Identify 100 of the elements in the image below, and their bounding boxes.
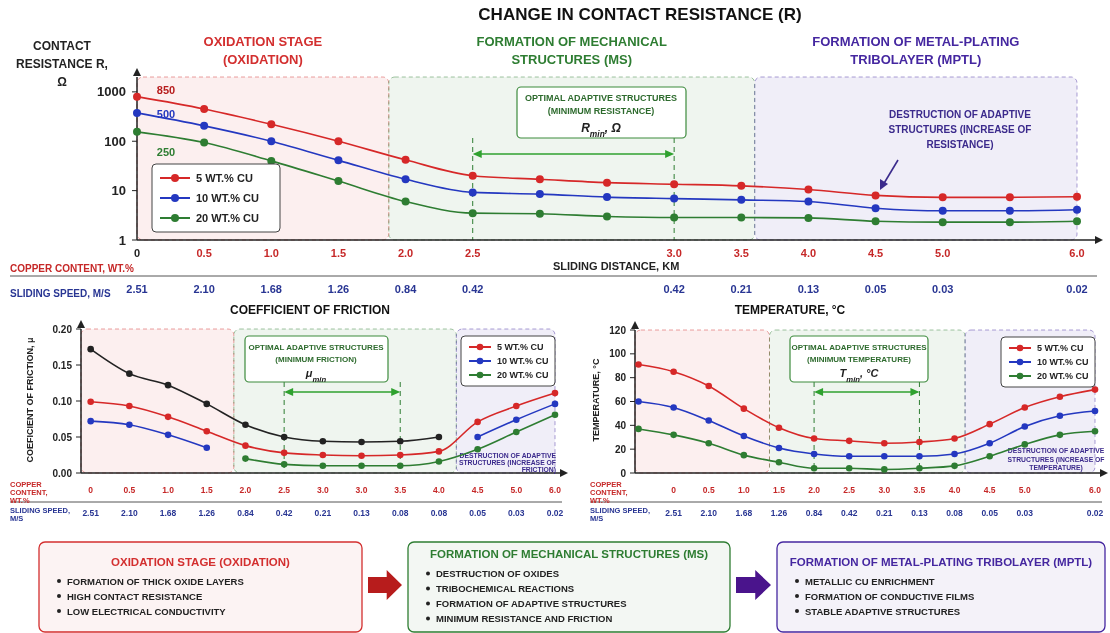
text: 0.84 [237, 508, 254, 518]
point [804, 185, 813, 194]
point [881, 466, 888, 473]
x-tick-label: 0.5 [196, 247, 212, 259]
point [1056, 393, 1064, 401]
point [845, 453, 853, 460]
chart-title: TEMPERATURE, °C [734, 303, 846, 317]
point [535, 209, 544, 218]
text: 0.13 [911, 508, 928, 518]
point [358, 452, 365, 460]
point [334, 137, 343, 146]
point [242, 421, 249, 429]
legend-label: 10 WT.% CU [1037, 357, 1089, 368]
point [845, 437, 853, 445]
text: 0.02 [1086, 508, 1104, 518]
x-tick-label: 2.0 [808, 485, 821, 495]
text: 0.03 [508, 508, 525, 518]
text: 2.51 [82, 508, 100, 518]
text: 0.21 [314, 508, 332, 518]
point [986, 420, 993, 428]
point [87, 398, 94, 406]
point [775, 458, 783, 466]
text: 1.68 [735, 508, 753, 518]
text: 0.84 [805, 508, 823, 518]
chart-title: CHANGE IN CONTACT RESISTANCE (R) [478, 5, 802, 24]
point [986, 453, 993, 460]
text: DESTRUCTION OF OXIDES [436, 568, 559, 579]
annotation: 500 [156, 108, 176, 120]
point [396, 438, 404, 445]
point [242, 455, 249, 462]
annotation: μ$_{min}$ [304, 367, 327, 384]
text: 0.03 [932, 283, 954, 295]
x-tick-label: 2.5 [278, 485, 291, 495]
annotation: OPTIMAL ADAPTIVE STRUCTURES (MINIMUM RESISTANCE) [524, 93, 678, 116]
point [951, 462, 958, 470]
point [938, 193, 947, 202]
y-tick-label: 0.20 [52, 323, 73, 335]
text: 2.51 [126, 283, 148, 295]
text: 0.05 [469, 508, 487, 518]
point [1091, 386, 1099, 393]
point [200, 105, 209, 113]
point [468, 188, 477, 197]
text: 0.42 [663, 283, 685, 295]
text: 0.08 [430, 508, 448, 518]
x-tick-label: 0.5 [702, 485, 715, 495]
x-tick-label: 2.0 [239, 485, 252, 495]
point [396, 451, 404, 459]
point [126, 370, 133, 377]
point [164, 431, 172, 439]
annotation: DESTRUCTION OF ADAPTIVE STRUCTURES (INCREASE OF RESISTANCE) [888, 109, 1032, 150]
text: 0.42 [275, 508, 293, 518]
legend-label: 5 WT.% CU [1037, 343, 1084, 354]
y-tick-label: 120 [609, 324, 627, 336]
text: 0.08 [391, 508, 409, 518]
point [200, 121, 209, 130]
x-tick-label: 1.5 [773, 485, 786, 495]
point [551, 411, 559, 418]
text: FORMATION OF CONDUCTIVE FILMS [805, 590, 975, 602]
y-axis-title: COEFICIENT OF FRICTION, μ [25, 337, 35, 463]
point [871, 217, 880, 226]
y-tick-label: 0 [620, 467, 627, 479]
x-tick-label: 3.5 [394, 485, 407, 495]
text: OXIDATION STAGE (OXIDATION) [111, 555, 291, 568]
annotation: R$_{min}$, Ω [581, 121, 622, 139]
text: 0.02 [1066, 283, 1088, 295]
point [951, 450, 958, 458]
point [916, 453, 923, 460]
text: 0.05 [981, 508, 999, 518]
point [513, 428, 520, 436]
point [1091, 428, 1099, 435]
y-tick-label: 10 [111, 183, 126, 199]
text: 2.10 [700, 508, 718, 518]
x-tick-label: 3.0 [316, 485, 330, 495]
point [603, 178, 611, 187]
text: FORMATION OF METAL-PLATING TRIBOLAYER (MPTL) [812, 34, 1020, 67]
text: 1.26 [770, 508, 788, 518]
text: MINIMUM RESISTANCE AND FRICTION [436, 613, 613, 624]
annotation: T$_{min}$, °C [839, 367, 880, 384]
text: FORMATION OF ADAPTIVE STRUCTURES [436, 598, 627, 609]
point [1021, 423, 1029, 430]
x-tick-label: 5.0 [1018, 485, 1031, 495]
annotation: OPTIMAL ADAPTIVE STRUCTURES (MINIMUM TEMPERATURE) [791, 343, 928, 364]
point [951, 435, 958, 442]
x-tick-label: 6.0 [549, 485, 562, 495]
point [670, 194, 679, 203]
point [804, 213, 813, 222]
text: 2.10 [121, 508, 138, 518]
x-tick-label: 2.5 [843, 485, 856, 495]
x-tick-label: 6.0 [1089, 485, 1102, 495]
legend-label: 5 WT.% CU [497, 342, 544, 353]
text: 0.13 [353, 508, 371, 518]
point [513, 402, 520, 410]
point [164, 413, 172, 421]
legend-label: 10 WT.% CU [196, 191, 260, 204]
point [280, 461, 288, 468]
text: 1.68 [159, 508, 177, 518]
y-tick-label: 0.00 [52, 467, 73, 479]
text: STABLE ADAPTIVE STRUCTURES [805, 605, 961, 617]
point [435, 433, 443, 441]
point [435, 458, 443, 465]
